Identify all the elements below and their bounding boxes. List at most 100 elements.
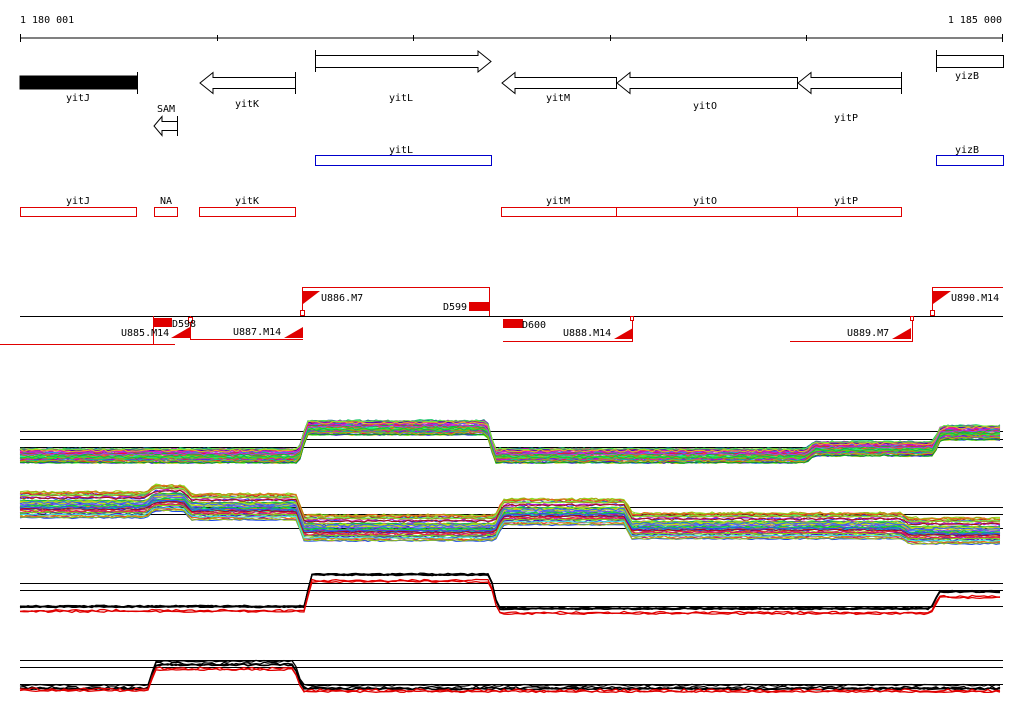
expression-line (19, 509, 1001, 545)
blue-feature-yizB-box[interactable] (936, 155, 1004, 166)
red-feature-yitM[interactable]: yitM (501, 196, 617, 217)
red-feature-yitJ-label: yitJ (66, 196, 90, 207)
expression-line (19, 492, 1001, 528)
transcript-D600-block[interactable] (503, 319, 523, 328)
expression-line (19, 496, 1000, 532)
transcript-D600[interactable]: D600 (503, 319, 546, 331)
red-feature-yitO-box[interactable] (616, 207, 798, 217)
gene-yitP-label: yitP (834, 113, 858, 124)
red-annotation-track: yitJ NA yitK yitM yitO yitP (20, 196, 902, 217)
transcript-U889.M7-flag[interactable] (892, 328, 911, 339)
red-feature-yitK[interactable]: yitK (199, 196, 296, 217)
expression-line (19, 572, 1001, 610)
expression-line (19, 424, 1001, 456)
expression-line (19, 488, 1001, 526)
gene-yitK[interactable]: yitK (199, 71, 296, 110)
blue-feature-yitL-label: yitL (389, 145, 413, 156)
red-feature-NA-box[interactable] (154, 207, 178, 217)
transcript-U888.M14[interactable]: U888.M14 (563, 328, 633, 339)
red-feature-yitJ-box[interactable] (20, 207, 137, 217)
gene-yitK-arrow[interactable] (199, 71, 296, 95)
transcript-U890.M14-flag[interactable] (933, 291, 951, 304)
gene-yitP-arrow[interactable] (797, 71, 902, 95)
gene-yitO[interactable]: yitO (616, 71, 798, 113)
expression-panel-3 (19, 572, 1003, 616)
gene-yizB[interactable]: yizB (936, 50, 1004, 82)
transcript-U887.M14-label: U887.M14 (233, 327, 281, 338)
gene-yitM[interactable]: yitM (501, 71, 617, 105)
transcript-D598-block[interactable] (153, 318, 172, 327)
transcript-U885.M14-flag[interactable] (171, 327, 190, 338)
expression-line (19, 427, 1001, 459)
gene-yitP[interactable]: yitP (797, 71, 902, 124)
blue-feature-yizB-label: yizB (955, 145, 979, 156)
red-feature-yitJ[interactable]: yitJ (20, 196, 137, 217)
gene-yitL-label: yitL (389, 93, 413, 104)
gene-yizB-label: yizB (955, 71, 979, 82)
gene-yitJ-shape[interactable] (19, 75, 138, 90)
expression-line (19, 424, 1001, 455)
expression-line (19, 661, 1001, 690)
blue-feature-yizB[interactable]: yizB (936, 145, 1004, 166)
transcript-U886.M7-label: U886.M7 (321, 293, 363, 304)
red-feature-yitO-label: yitO (693, 196, 717, 207)
expression-line (19, 504, 1001, 540)
feature-SAM-label: SAM (157, 104, 175, 115)
red-feature-yitP-box[interactable] (797, 207, 902, 217)
expression-line (19, 573, 1001, 611)
ruler-start-label: 1 180 001 (20, 15, 74, 26)
expression-line (19, 580, 1001, 616)
expression-line (19, 484, 1001, 521)
transcript-U888.M14-flag[interactable] (614, 328, 633, 339)
feature-SAM-arrow[interactable] (153, 115, 178, 137)
transcript-D598[interactable]: D598 (153, 318, 196, 330)
red-feature-yitK-box[interactable] (199, 207, 296, 217)
transcript-U887.M14[interactable]: U887.M14 (233, 327, 303, 338)
transcript-U886.M7[interactable]: U886.M7 (303, 291, 363, 304)
gene-yitL-arrow[interactable] (315, 49, 492, 74)
transcript-U890.M14[interactable]: U890.M14 (933, 291, 999, 304)
transcript-U885.M14-label: U885.M14 (121, 328, 169, 339)
red-feature-NA-label: NA (160, 196, 172, 207)
red-feature-NA[interactable]: NA (154, 196, 178, 217)
gene-yitM-arrow[interactable] (501, 71, 617, 95)
gene-yitJ[interactable]: yitJ (19, 72, 138, 104)
expression-line (19, 572, 1001, 611)
gene-yizB-shape[interactable] (936, 55, 1004, 68)
red-feature-yitK-label: yitK (235, 196, 259, 207)
gene-yitM-label: yitM (546, 93, 570, 104)
transcript-D598-label: D598 (172, 319, 196, 330)
expression-line (19, 499, 1001, 535)
blue-feature-yitL[interactable]: yitL (315, 145, 492, 166)
transcript-D599-block[interactable] (469, 302, 489, 311)
transcript-U889.M7[interactable]: U889.M7 (847, 328, 911, 339)
transcript-U890.M14-label: U890.M14 (951, 293, 999, 304)
feature-SAM[interactable]: SAM (153, 104, 178, 137)
transcript-U886.M7-flag[interactable] (303, 291, 320, 304)
expression-line (19, 427, 1000, 460)
expression-line (19, 431, 1001, 463)
transcript-track: U885.M14 D598 U887.M14 U886.M7 D599 D600… (0, 287, 1003, 345)
expression-line (19, 489, 1001, 526)
transcript-U888.M14-label: U888.M14 (563, 328, 611, 339)
ruler-end-label: 1 185 000 (948, 15, 1002, 26)
transcript-D599[interactable]: D599 (443, 302, 489, 313)
gene-yitO-label: yitO (693, 101, 717, 112)
red-feature-yitP[interactable]: yitP (797, 196, 902, 217)
transcript-U887.M14-flag[interactable] (284, 327, 303, 338)
expression-line (19, 487, 1001, 523)
gene-yitL[interactable]: yitL (315, 49, 492, 104)
gene-yitO-arrow[interactable] (616, 71, 798, 95)
expression-line (19, 503, 1001, 539)
expression-panel-1 (19, 418, 1003, 465)
blue-feature-yitL-box[interactable] (315, 155, 492, 166)
gene-yitK-label: yitK (235, 99, 259, 110)
ruler-ticks (20, 34, 1003, 42)
transcript-U885.M14[interactable]: U885.M14 (121, 327, 190, 339)
expression-line (19, 433, 1001, 464)
red-feature-yitM-box[interactable] (501, 207, 617, 217)
expression-line (19, 578, 1001, 615)
red-feature-yitO[interactable]: yitO (616, 196, 798, 217)
expression-line (19, 659, 1001, 687)
